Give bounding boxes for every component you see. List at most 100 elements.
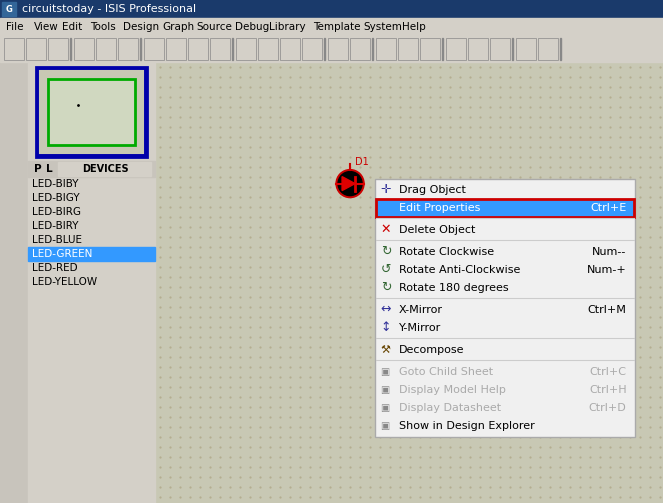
- Text: ↺: ↺: [381, 263, 391, 276]
- Text: Rotate 180 degrees: Rotate 180 degrees: [398, 283, 509, 293]
- Text: Ctrl+C: Ctrl+C: [589, 367, 627, 377]
- Text: D1: D1: [355, 156, 369, 166]
- Text: System: System: [363, 22, 402, 32]
- Bar: [36, 67, 147, 157]
- Bar: [376, 199, 634, 217]
- Bar: [375, 179, 634, 437]
- Text: Display Datasheet: Display Datasheet: [398, 402, 501, 412]
- Bar: [0, 36, 663, 62]
- Text: Template: Template: [313, 22, 361, 32]
- FancyBboxPatch shape: [398, 38, 418, 60]
- FancyBboxPatch shape: [210, 38, 230, 60]
- Text: Ctrl+D: Ctrl+D: [589, 402, 627, 412]
- Bar: [2, 400, 26, 422]
- Bar: [560, 38, 561, 60]
- FancyBboxPatch shape: [74, 38, 94, 60]
- Bar: [0, 0, 663, 18]
- Text: File: File: [6, 22, 23, 32]
- Bar: [140, 38, 141, 60]
- FancyBboxPatch shape: [468, 38, 488, 60]
- Text: Num--: Num--: [592, 246, 627, 257]
- FancyBboxPatch shape: [48, 38, 68, 60]
- Bar: [2, 64, 26, 86]
- FancyBboxPatch shape: [538, 38, 558, 60]
- FancyBboxPatch shape: [118, 38, 138, 60]
- Circle shape: [338, 172, 362, 196]
- Bar: [28, 62, 155, 503]
- Bar: [2, 472, 26, 494]
- FancyBboxPatch shape: [376, 38, 396, 60]
- Text: G: G: [5, 5, 13, 14]
- FancyBboxPatch shape: [516, 38, 536, 60]
- Bar: [0, 18, 663, 36]
- Text: Rotate Anti-Clockwise: Rotate Anti-Clockwise: [398, 265, 520, 275]
- Bar: [442, 38, 443, 60]
- Text: Rotate Clockwise: Rotate Clockwise: [398, 246, 494, 257]
- Text: ✛: ✛: [381, 183, 391, 196]
- Bar: [2, 328, 26, 350]
- Text: Ctrl+H: Ctrl+H: [589, 385, 627, 394]
- Bar: [372, 38, 373, 60]
- Text: DEVICES: DEVICES: [82, 164, 129, 174]
- Bar: [0, 62, 28, 503]
- Bar: [2, 376, 26, 398]
- Text: Edit: Edit: [62, 22, 82, 32]
- Text: X-Mirror: X-Mirror: [398, 304, 443, 314]
- Bar: [2, 160, 26, 182]
- Bar: [70, 38, 71, 60]
- FancyBboxPatch shape: [258, 38, 278, 60]
- Bar: [2, 424, 26, 446]
- FancyBboxPatch shape: [96, 38, 116, 60]
- Bar: [155, 62, 663, 503]
- Text: Decompose: Decompose: [398, 345, 464, 355]
- Bar: [2, 208, 26, 230]
- Text: ▣: ▣: [381, 367, 390, 377]
- Text: Goto Child Sheet: Goto Child Sheet: [398, 367, 493, 377]
- Bar: [232, 38, 233, 60]
- FancyBboxPatch shape: [490, 38, 510, 60]
- Text: ✕: ✕: [381, 223, 391, 236]
- Text: View: View: [34, 22, 59, 32]
- Text: Show in Design Explorer: Show in Design Explorer: [398, 421, 534, 431]
- Bar: [2, 352, 26, 374]
- Bar: [58, 162, 151, 176]
- Bar: [2, 88, 26, 110]
- FancyBboxPatch shape: [446, 38, 466, 60]
- Bar: [48, 79, 135, 145]
- Text: circuitstoday - ISIS Professional: circuitstoday - ISIS Professional: [22, 4, 196, 14]
- Text: ↻: ↻: [381, 281, 391, 294]
- Text: Tools: Tools: [90, 22, 116, 32]
- Polygon shape: [342, 177, 355, 191]
- FancyBboxPatch shape: [236, 38, 256, 60]
- FancyBboxPatch shape: [280, 38, 300, 60]
- Bar: [28, 247, 155, 261]
- Bar: [2, 304, 26, 326]
- FancyBboxPatch shape: [166, 38, 186, 60]
- Text: LED-RED: LED-RED: [32, 263, 78, 273]
- Circle shape: [336, 170, 364, 198]
- Bar: [2, 448, 26, 470]
- Text: ↻: ↻: [381, 245, 391, 258]
- Text: Ctrl+M: Ctrl+M: [587, 304, 627, 314]
- Text: P: P: [34, 164, 42, 174]
- Text: Ctrl+E: Ctrl+E: [590, 203, 627, 213]
- Text: ↕: ↕: [381, 321, 391, 334]
- Text: LED-GREEN: LED-GREEN: [32, 249, 92, 259]
- Text: Source: Source: [196, 22, 232, 32]
- Text: Debug: Debug: [235, 22, 269, 32]
- Bar: [40, 71, 143, 153]
- Bar: [324, 38, 325, 60]
- Text: Design: Design: [123, 22, 160, 32]
- FancyBboxPatch shape: [4, 38, 24, 60]
- FancyBboxPatch shape: [188, 38, 208, 60]
- FancyBboxPatch shape: [420, 38, 440, 60]
- Text: ▣: ▣: [381, 402, 390, 412]
- Text: LED-BIRG: LED-BIRG: [32, 207, 81, 217]
- Text: Display Model Help: Display Model Help: [398, 385, 505, 394]
- Text: Y-Mirror: Y-Mirror: [398, 322, 441, 332]
- Text: LED-BIRY: LED-BIRY: [32, 221, 78, 231]
- FancyBboxPatch shape: [26, 38, 46, 60]
- Bar: [2, 280, 26, 302]
- FancyBboxPatch shape: [302, 38, 322, 60]
- Bar: [2, 256, 26, 278]
